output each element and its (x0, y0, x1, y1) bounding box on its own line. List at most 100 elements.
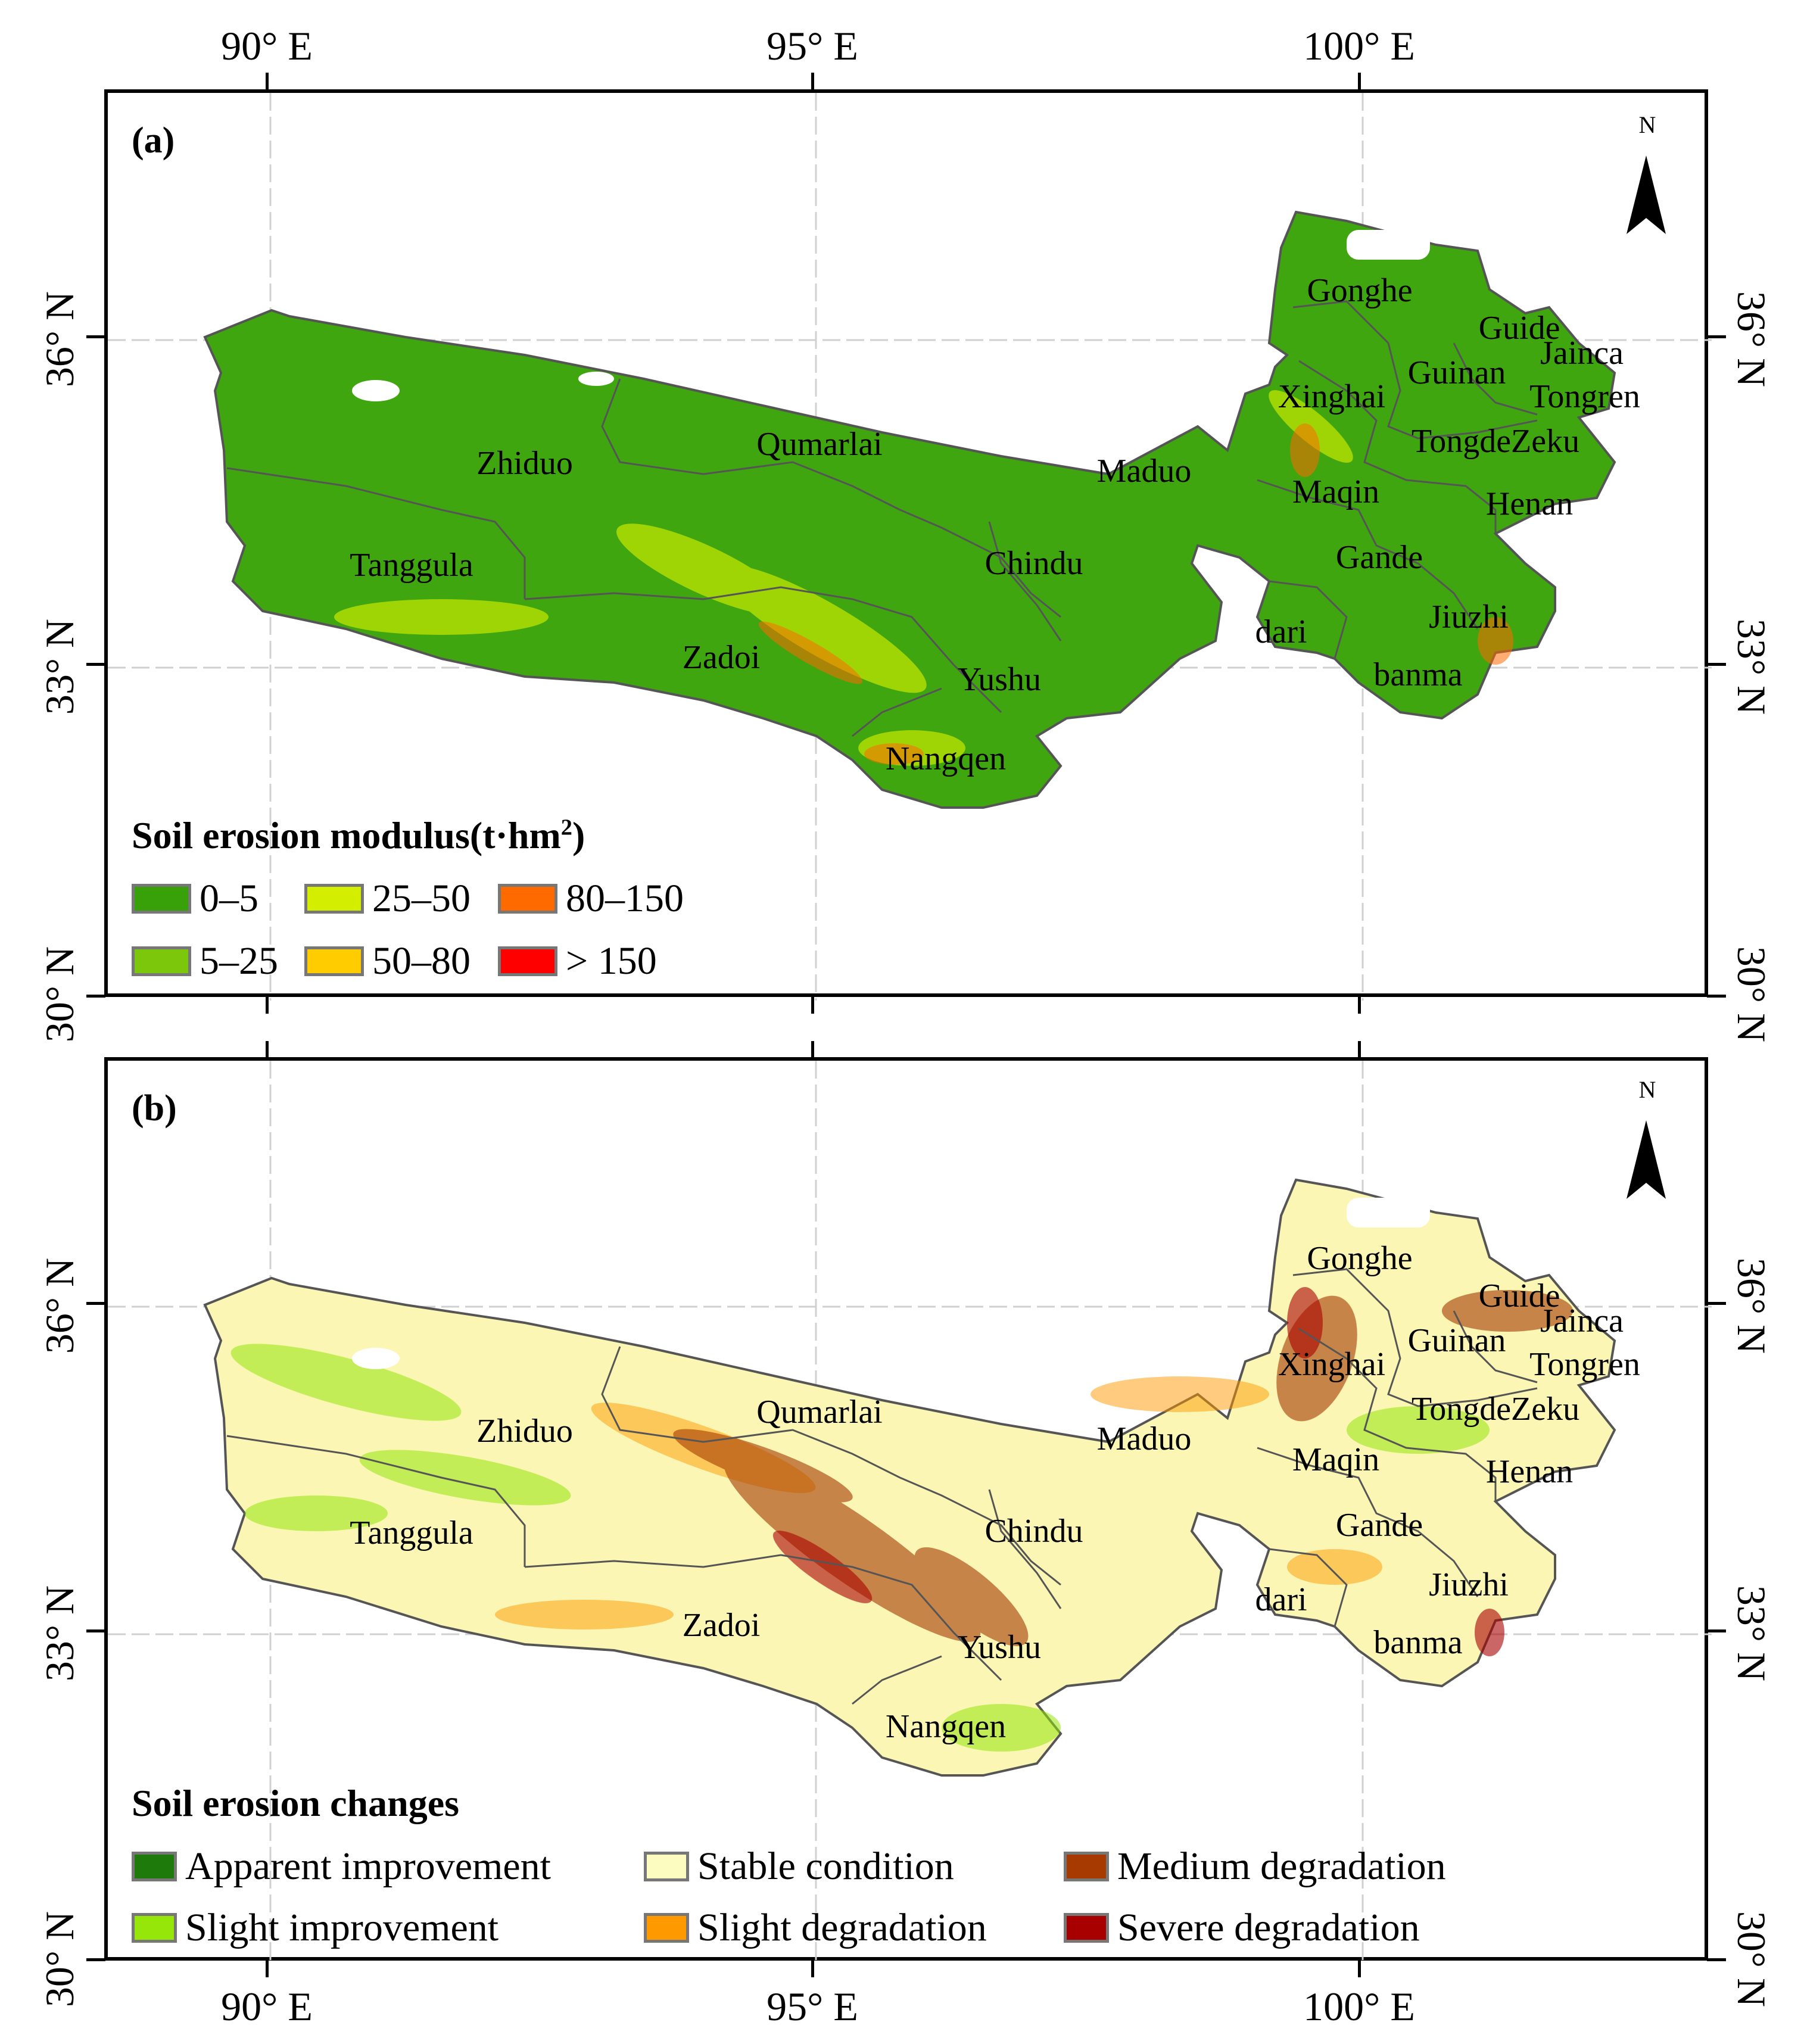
tick-30n-a-left (86, 995, 105, 998)
county-boundaries-b (226, 1268, 1538, 1705)
longitude-label-95e-top: 95° E (767, 23, 858, 68)
panel-a-soil-erosion-modulus-map: (a) N Gonghe Guide Jainca Guinan Xinghai… (104, 89, 1712, 1001)
place-label-tongde-zeku: TongdeZeku (1411, 423, 1580, 460)
medium-degradation-speckle-b (673, 1290, 1573, 1646)
latitude-label-30n-b-right: 30° N (1729, 1911, 1775, 2008)
place-label-gande: Gande (1335, 539, 1423, 576)
legend-title-a-text: Soil erosion modulus(t·hm (132, 814, 561, 856)
place-label-yushu: Yushu (957, 1629, 1042, 1666)
tick-30n-b-right (1707, 1958, 1726, 1961)
legend-swatch-0-5 (132, 884, 191, 914)
tick-36n-a-left (86, 335, 105, 338)
legend-swatch-slight-degradation (644, 1913, 689, 1943)
longitude-label-100e-top: 100° E (1303, 23, 1415, 68)
legend-item-25-50: 25–50 (304, 876, 471, 921)
tick-100e-top (1358, 73, 1361, 91)
severe-degradation-speckle-b (772, 1287, 1504, 1656)
longitude-label-95e-bottom: 95° E (767, 1984, 858, 2029)
tick-33n-a-left (86, 663, 105, 666)
panel-letter-b: (b) (132, 1088, 177, 1129)
legend-swatch-stable-condition (644, 1852, 689, 1881)
place-label-jiuzhi: Jiuzhi (1429, 599, 1509, 635)
erosion-speckle-a (334, 390, 1353, 766)
tick-100e-a-bottom (1358, 997, 1361, 1014)
latitude-label-33n-a-right: 33° N (1729, 618, 1775, 715)
tick-33n-b-left (86, 1629, 105, 1632)
legend-title-a-close: ) (572, 814, 585, 856)
place-label-zadoi: Zadoi (682, 639, 761, 676)
place-label-guinan: Guinan (1407, 354, 1506, 391)
latitude-label-30n-a-right: 30° N (1729, 946, 1775, 1043)
improvement-speckle-b (230, 1344, 1490, 1752)
legend-item-severe-degradation: Severe degradation (1064, 1905, 1420, 1950)
map-b-canvas (108, 1061, 1712, 1964)
legend-title-a: Soil erosion modulus(t·hm2) (132, 814, 585, 858)
legend-swatch-80-150 (498, 884, 557, 914)
place-label-yushu: Yushu (957, 661, 1042, 698)
latitude-label-36n-a-right: 36° N (1729, 291, 1775, 388)
legend-item-50-80: 50–80 (304, 939, 471, 984)
place-label-banma: banma (1373, 656, 1463, 693)
legend-label-80-150: 80–150 (566, 877, 684, 920)
legend-label-gt-150: > 150 (566, 939, 657, 983)
legend-item-slight-improvement: Slight improvement (132, 1905, 498, 1950)
legend-title-a-superscript: 2 (560, 815, 572, 840)
place-label-tongren: Tongren (1529, 378, 1640, 415)
tick-30n-b-left (86, 1958, 105, 1961)
place-label-gande: Gande (1335, 1507, 1423, 1544)
north-arrow-icon-a (1627, 155, 1666, 234)
latitude-label-30n-a-left: 30° N (37, 946, 83, 1043)
place-label-tongren: Tongren (1529, 1346, 1640, 1383)
place-label-nangqen: Nangqen (885, 1708, 1007, 1745)
tick-90e-bottom (266, 1959, 269, 1977)
legend-label-stable-condition: Stable condition (697, 1844, 954, 1888)
legend-label-5-25: 5–25 (200, 939, 278, 983)
legend-title-b: Soil erosion changes (132, 1782, 459, 1824)
no-data-areas-a (352, 230, 1430, 425)
county-boundaries-a (226, 300, 1538, 737)
tick-95e-bottom (811, 1959, 814, 1977)
tick-33n-b-right (1707, 1629, 1726, 1632)
place-label-zhiduo: Zhiduo (476, 1413, 573, 1450)
tick-100e-bottom (1358, 1959, 1361, 1977)
place-label-guide: Guide (1478, 1278, 1560, 1314)
legend-swatch-slight-improvement (132, 1913, 177, 1943)
place-label-gonghe: Gonghe (1307, 1240, 1413, 1277)
legend-item-stable-condition: Stable condition (644, 1844, 954, 1889)
place-label-maqin: Maqin (1292, 473, 1380, 510)
north-arrow-label-b: N (1638, 1076, 1656, 1103)
tick-90e-a-bottom (266, 997, 269, 1014)
place-label-henan: Henan (1485, 1453, 1574, 1490)
legend-item-5-25: 5–25 (132, 939, 278, 984)
place-label-dari: dari (1255, 613, 1307, 650)
longitude-label-90e-bottom: 90° E (221, 1984, 313, 2029)
tick-100e-b-top (1358, 1041, 1361, 1058)
place-label-qumarlai: Qumarlai (756, 1394, 883, 1431)
longitude-label-100e-bottom: 100° E (1303, 1984, 1415, 2029)
place-label-jiuzhi: Jiuzhi (1429, 1566, 1509, 1603)
legend-swatch-5-25 (132, 946, 191, 976)
legend-label-apparent-improvement: Apparent improvement (185, 1844, 551, 1888)
place-label-tanggula: Tanggula (350, 547, 473, 584)
legend-swatch-25-50 (304, 884, 364, 914)
place-label-qumarlai: Qumarlai (756, 426, 883, 463)
place-label-zadoi: Zadoi (682, 1607, 761, 1644)
map-a-canvas (108, 93, 1712, 1001)
legend-label-slight-degradation: Slight degradation (697, 1906, 987, 1949)
tick-36n-a-right (1707, 335, 1726, 338)
tick-90e-top (266, 73, 269, 91)
legend-swatch-gt-150 (498, 946, 557, 976)
place-label-gonghe: Gonghe (1307, 272, 1413, 309)
place-label-maduo: Maduo (1096, 1420, 1192, 1457)
place-label-maduo: Maduo (1096, 453, 1192, 490)
latitude-label-33n-b-right: 33° N (1729, 1585, 1775, 1682)
north-arrow-icon-b (1627, 1120, 1666, 1199)
place-label-chindu: Chindu (984, 1513, 1083, 1550)
panel-letter-a: (a) (132, 120, 175, 161)
tick-36n-b-left (86, 1302, 105, 1305)
legend-swatch-severe-degradation (1064, 1913, 1109, 1943)
study-area-shape-a (203, 210, 1616, 809)
legend-label-slight-improvement: Slight improvement (185, 1906, 499, 1949)
legend-item-gt-150: > 150 (498, 939, 657, 984)
place-label-henan: Henan (1485, 485, 1574, 522)
